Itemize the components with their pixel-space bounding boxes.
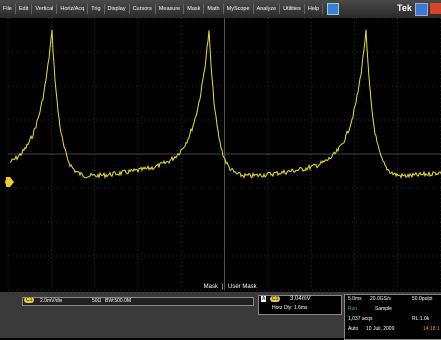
trigger-mode: Auto [348, 326, 358, 332]
minimize-button[interactable] [415, 3, 428, 16]
time: 14:18:1 [423, 326, 440, 332]
mask-label: Mask [204, 284, 219, 290]
menu-item[interactable]: Help [305, 4, 323, 14]
menu-item[interactable]: Trig [88, 4, 104, 14]
mask-name: User Mask [228, 284, 258, 290]
impedance: 50Ω [92, 298, 101, 304]
channel: C1 [24, 297, 34, 303]
menu-item[interactable]: MyScope [224, 4, 254, 14]
menu-item[interactable]: Vertical [32, 4, 57, 14]
menu-item[interactable]: Cursors [130, 4, 156, 14]
date: 10 Juli, 2009 [366, 326, 394, 332]
graticule: Mask | User Mask [0, 18, 441, 292]
timebase: 5.0ms [348, 296, 362, 302]
menu-item[interactable]: Horiz/Acq [57, 4, 88, 14]
resolution: 50.0ps/pt [412, 296, 433, 302]
record-length: RL:1.0k [412, 316, 429, 322]
menu-item[interactable]: Measure [156, 4, 184, 14]
close-button[interactable] [430, 3, 441, 14]
trigger-channel: C1 [270, 296, 280, 302]
menu-item[interactable]: Mask [184, 4, 204, 14]
menu-item[interactable]: Edit [16, 4, 32, 14]
menu-item[interactable]: Utilities [280, 4, 305, 14]
scale: 2.0mV/div [40, 298, 62, 304]
menu-item[interactable]: Math [204, 4, 223, 14]
status-panel: C1 2.0mV/div 50Ω BW:500.0M A C1 3.04mV H… [0, 292, 441, 338]
trigger-source: A [261, 296, 266, 302]
sample-rate: 20.0GS/s [370, 296, 391, 302]
menu-icon[interactable] [327, 3, 339, 15]
trigger-level: 3.04mV [290, 296, 311, 302]
menu-item[interactable]: Display [105, 4, 130, 14]
menu-item[interactable]: File [0, 4, 16, 14]
brand: Tek [397, 3, 412, 13]
horz-delay: Horz Dly: 1.6ms [272, 305, 308, 311]
run-state: Run [348, 306, 357, 312]
acqs: 1,037 acqs [348, 316, 372, 322]
page: FileEditVerticalHoriz/AcqTrigDisplayCurs… [0, 0, 441, 338]
ground-marker-dot [5, 179, 11, 185]
menu-item[interactable]: Analyze [254, 4, 281, 14]
bandwidth: BW:500.0M [105, 298, 131, 304]
mode: Sample [375, 306, 392, 312]
